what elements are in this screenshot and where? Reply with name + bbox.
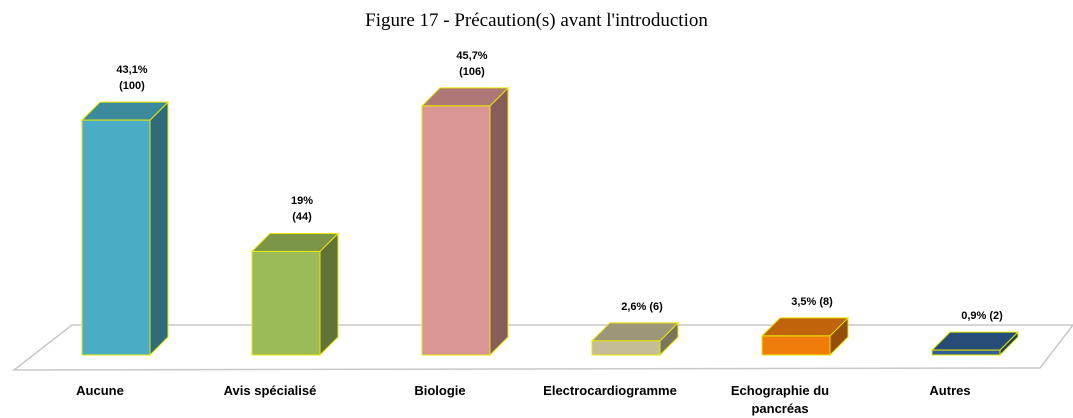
bar-side <box>319 232 339 357</box>
bar-side <box>149 100 169 357</box>
x-tick-label: Avis spécialisé <box>223 383 317 398</box>
bar <box>81 119 151 356</box>
bar-side <box>489 86 509 357</box>
bar <box>591 340 661 356</box>
x-tick-label: Biologie <box>414 383 466 398</box>
data-label: 0,9% (2) <box>961 310 1003 323</box>
data-label: 2,6% (6) <box>621 300 663 313</box>
x-tick-label: Autres <box>929 383 971 398</box>
data-label: 43,1% (100) <box>116 64 148 93</box>
data-label: 19% (44) <box>290 195 314 224</box>
bar <box>421 105 491 356</box>
bar <box>761 335 831 356</box>
x-tick-label: Echographie du pancréas <box>730 383 830 416</box>
bar <box>251 250 321 356</box>
floor <box>11 324 1073 371</box>
chart-title: Figure 17 - Précaution(s) avant l'introd… <box>365 10 708 31</box>
data-label: 3,5% (8) <box>791 295 833 308</box>
bar <box>931 349 1001 356</box>
x-tick-label: Electrocardiogramme <box>543 383 677 398</box>
data-label: 45,7% (106) <box>456 49 488 78</box>
x-tick-label: Aucune <box>76 383 124 398</box>
